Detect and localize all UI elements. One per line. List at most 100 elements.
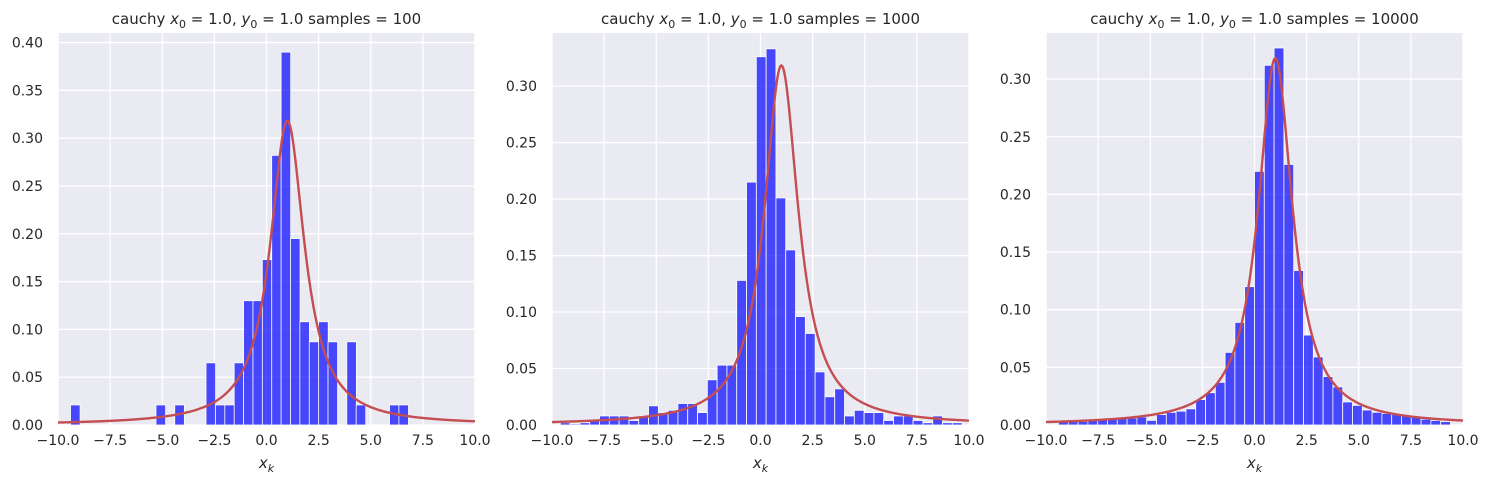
y-tick-label: 0.05 [1000,360,1031,376]
histogram-bar [853,409,865,426]
y-tick-label: 0.25 [506,136,537,152]
y-tick-label: 0.20 [12,227,43,243]
y-tick-label: 0.00 [1000,418,1031,434]
y-tick-label: 0.10 [1000,303,1031,319]
histogram-bar [893,415,904,426]
histogram-bar [775,197,787,426]
histogram-bar [1175,410,1187,426]
x-tick-label: 10.0 [953,433,984,449]
histogram-bar [912,420,924,426]
x-tick-label: 5.0 [1348,433,1370,449]
histogram-bar [1165,411,1177,426]
histogram-bar [814,371,826,426]
x-tick-label: 7.5 [906,433,928,449]
x-tick-label: −5.0 [145,433,179,449]
histogram-bar [932,415,943,426]
histogram-bar [1293,270,1304,426]
histogram-bar [1381,413,1393,426]
x-tick-label: −10.0 [531,433,574,449]
histogram-bar [716,364,728,426]
chart-title: cauchy x0 = 1.0, y0 = 1.0 samples = 1000… [1090,10,1419,31]
x-tick-label: −7.5 [587,433,621,449]
histogram-bar [1430,419,1442,426]
y-tick-label: 0.15 [12,275,43,291]
histogram-bar [1214,381,1226,426]
histogram-bar [1440,421,1451,426]
x-tick-label: −10.0 [37,433,80,449]
histogram-bar [1136,416,1148,426]
x-tick-label: 2.5 [1295,433,1317,449]
y-tick-label: 0.20 [1000,187,1031,203]
x-tick-label: −2.5 [1185,433,1219,449]
chart-panel-3: −10.0 −7.5 −5.0 −2.5 0.0 2.5 5.0 7.5 10.0 0.00 0.0… [1000,10,1479,475]
x-tick-label: 0.0 [749,433,771,449]
histogram-bar [883,420,894,426]
histogram-bar [224,404,235,426]
y-tick-label: 0.30 [12,131,43,147]
x-axis-label: xk [1246,454,1263,475]
histogram-bar [1342,401,1353,426]
cauchy-pdf-curve [1045,56,1464,424]
y-tick-label: 0.35 [12,83,43,99]
cauchy-pdf-curve [57,119,476,424]
histogram-bar [834,388,845,426]
histogram-bar [1312,356,1324,426]
y-tick-label: 0.30 [1000,72,1031,88]
x-tick-label: −7.5 [1081,433,1115,449]
histogram-bar [863,412,875,426]
histogram-bar [824,396,836,426]
y-tick-label: 0.15 [506,249,537,265]
x-tick-label: 7.5 [1400,433,1422,449]
histogram-bar [569,423,581,426]
y-tick-label: 0.05 [12,370,43,386]
histogram-bar [355,404,367,426]
histogram-bar [308,341,320,426]
cauchy-pdf-curve [551,63,970,424]
histogram-bar [1205,392,1216,426]
histogram-bar [922,422,934,426]
histogram-bar [628,420,640,426]
histogram-bar [873,412,885,426]
histogram-bar [215,404,226,426]
histogram-bar [290,238,301,426]
x-tick-label: 2.5 [307,433,329,449]
x-tick-label: 5.0 [360,433,382,449]
histogram-bar [697,412,708,426]
histogram-bar [205,362,217,426]
histogram-bar [1361,409,1373,426]
x-tick-label: 10.0 [1447,433,1478,449]
histogram-bar [785,249,796,426]
histogram-bar [1156,414,1167,426]
x-tick-label: −10.0 [1025,433,1068,449]
y-tick-label: 0.40 [12,36,43,52]
y-tick-label: 0.10 [12,322,43,338]
histogram-bar [951,422,963,426]
chart-panel-2: −10.0 −7.5 −5.0 −2.5 0.0 2.5 5.0 7.5 10.0 0.00 0.0… [506,10,985,475]
x-tick-label: −2.5 [197,433,231,449]
histogram-bar [579,422,591,426]
histogram-bar [70,404,81,426]
y-tick-label: 0.10 [506,305,537,321]
histogram-bar [736,280,747,426]
histogram-bar [1254,170,1265,426]
histogram-bar [155,404,166,426]
histogram-bar [1185,408,1197,426]
y-tick-label: 0.05 [506,362,537,378]
histogram-bar [1322,376,1334,426]
histogram-bar [1195,399,1206,426]
x-tick-label: 10.0 [459,433,490,449]
histogram-bar [1303,334,1314,426]
y-tick-label: 0.15 [1000,245,1031,261]
histogram-bar [1420,418,1432,426]
y-tick-label: 0.25 [1000,130,1031,146]
y-tick-label: 0.30 [506,79,537,95]
histogram-bar [1352,404,1363,426]
y-tick-label: 0.25 [12,179,43,195]
histogram-bar [327,341,338,426]
histogram-bar [844,415,855,426]
x-axis-label: xk [752,454,769,475]
histogram-bar [677,403,689,426]
histogram-bar [346,341,357,426]
histogram-bar [1234,321,1246,426]
